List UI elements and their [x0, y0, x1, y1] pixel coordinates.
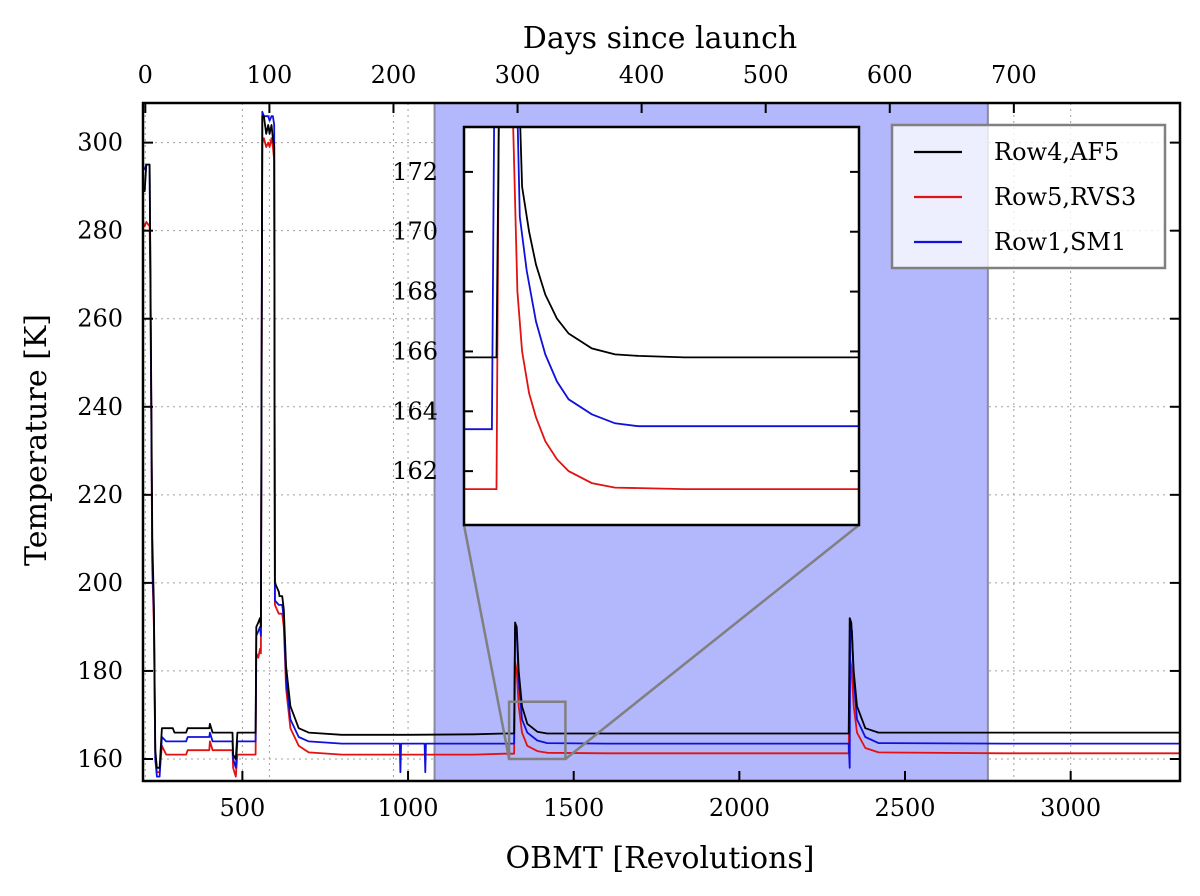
inset-frame — [462, 125, 861, 527]
inset-series-line-row1-sm1 — [464, 127, 859, 431]
inset-series-group — [464, 127, 859, 490]
inset-layer: 162 164 166 168 170 172 — [392, 125, 861, 527]
x2-tick-label: 100 — [246, 61, 292, 89]
series-line-row1-sm1 — [143, 110, 1180, 778]
zoom-indicator-layer — [462, 524, 860, 761]
x-tick-label: 1500 — [543, 794, 604, 822]
x-tick-label: 1000 — [378, 794, 439, 822]
y-tick-label: 300 — [77, 129, 123, 157]
inset-y-tick-label: 164 — [392, 397, 438, 425]
inset-y-tick-label: 162 — [392, 457, 438, 485]
inset-y-tick-label: 170 — [392, 218, 438, 246]
x2-tick-label: 300 — [495, 61, 541, 89]
inset-series-line-row5-rvs3 — [464, 127, 859, 490]
legend: Row4,AF5 Row5,RVS3 Row1,SM1 — [890, 123, 1167, 270]
x-axis-label: OBMT [Revolutions] — [505, 841, 814, 876]
axes-layer: 500 1000 1500 2000 2500 300016018020022024026… — [77, 61, 1182, 822]
x-tick-label: 500 — [219, 794, 265, 822]
x2-tick-label: 600 — [867, 61, 913, 89]
y-tick-label: 240 — [77, 393, 123, 421]
inset-y-tick-label: 166 — [392, 337, 438, 365]
zoom-connector-right — [564, 524, 860, 760]
x2-tick-label: 400 — [619, 61, 665, 89]
inset-series-line-row4-af5 — [464, 127, 859, 359]
legend-label: Row1,SM1 — [994, 228, 1126, 256]
x-tick-label: 2000 — [709, 794, 770, 822]
y-tick-label: 160 — [77, 745, 123, 773]
y-tick-label: 200 — [77, 569, 123, 597]
plot-frame — [141, 101, 1182, 783]
legend-label: Row4,AF5 — [994, 138, 1119, 166]
y-tick-label: 220 — [77, 481, 123, 509]
series-layer — [142, 110, 1180, 778]
x2-tick-label: 500 — [743, 61, 789, 89]
inset-plot-area — [464, 127, 859, 525]
x2-tick-label: 0 — [138, 61, 153, 89]
top-x-axis-label: Days since launch — [523, 21, 797, 56]
zoom-connector-left — [462, 524, 511, 760]
x-tick-label: 3000 — [1040, 794, 1101, 822]
y-tick-label: 260 — [77, 305, 123, 333]
legend-label: Row5,RVS3 — [994, 183, 1136, 211]
y-tick-label: 280 — [77, 217, 123, 245]
y-axis-label: Temperature [K] — [19, 314, 54, 566]
series-line-row5-rvs3 — [142, 137, 1180, 778]
y-tick-label: 180 — [77, 657, 123, 685]
x2-tick-label: 200 — [371, 61, 417, 89]
inset-y-tick-label: 172 — [392, 158, 438, 186]
zoom-box — [507, 700, 567, 761]
x2-tick-label: 700 — [991, 61, 1037, 89]
inset-y-tick-label: 168 — [392, 278, 438, 306]
series-line-row4-af5 — [143, 115, 1180, 769]
x-tick-label: 2500 — [874, 794, 935, 822]
